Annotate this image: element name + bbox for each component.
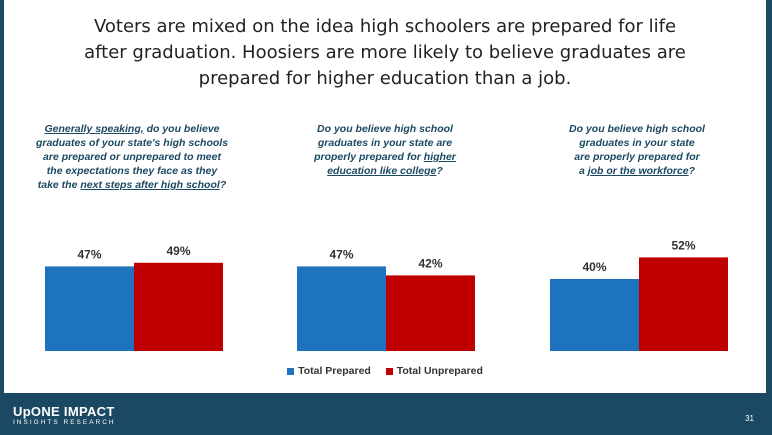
question-line: graduates in your state are <box>280 136 490 150</box>
question-text-segment: ? <box>436 165 443 177</box>
bar-prepared-next-steps <box>45 266 134 351</box>
legend-swatch-unprepared <box>385 367 393 375</box>
data-label-unprepared-job-workforce: 52% <box>671 238 695 252</box>
data-label-unprepared-next-steps: 49% <box>166 244 190 258</box>
question-text-segment: the expectations they face as they <box>46 165 218 177</box>
company-logo: UpONE IMPACT INSIGHTS RESEARCH <box>13 405 116 427</box>
question-text-segment: take the <box>37 179 81 191</box>
question-text-segment: next steps after high school <box>80 179 220 191</box>
slide-headline: Voters are mixed on the idea high school… <box>4 14 766 92</box>
question-text-segment: Do you believe high school <box>569 123 705 135</box>
question-line: Do you believe high school <box>280 122 490 136</box>
data-label-prepared-higher-education: 47% <box>329 247 353 261</box>
headline-line-3: prepared for higher education than a job… <box>198 68 572 89</box>
question-line: are prepared or unprepared to meet <box>22 150 242 164</box>
data-label-unprepared-higher-education: 42% <box>418 256 442 270</box>
legend-item-unprepared: Total Unprepared <box>385 365 483 377</box>
question-text-segment: graduates in your state are <box>317 137 453 149</box>
bar-unprepared-next-steps <box>134 262 223 351</box>
question-line: graduates in your state <box>532 136 742 150</box>
question-text-segment: are properly prepared for <box>574 151 700 163</box>
legend-item-prepared: Total Prepared <box>287 365 371 377</box>
legend-swatch-prepared <box>287 367 295 375</box>
question-text-segment: a <box>578 165 588 177</box>
question-text-segment: graduates of your state's high schools <box>35 137 229 149</box>
logo-sub-text: INSIGHTS RESEARCH <box>13 419 116 426</box>
question-line: Do you believe high school <box>532 122 742 136</box>
question-text-segment: education like college <box>327 165 437 177</box>
bar-prepared-higher-education <box>297 266 386 351</box>
question-text-segment: do you believe <box>143 123 220 135</box>
question-text-segment: ? <box>688 165 696 177</box>
question-job-workforce: Do you believe high school graduates in y… <box>532 122 742 178</box>
bar-unprepared-higher-education <box>386 275 475 351</box>
question-text-segment: ? <box>219 179 227 191</box>
question-next-steps: Generally speaking, do you believe gradua… <box>22 122 242 192</box>
question-text-segment: Do you believe high school <box>317 123 453 135</box>
data-label-prepared-next-steps: 47% <box>77 247 101 261</box>
logo-main-text: UpONE IMPACT <box>13 404 115 419</box>
question-line: education like college? <box>280 164 490 178</box>
page-number: 31 <box>745 414 754 423</box>
headline-line-1: Voters are mixed on the idea high school… <box>93 16 677 37</box>
question-text-segment: properly prepared for <box>314 151 424 163</box>
slide-body: Voters are mixed on the idea high school… <box>4 0 766 393</box>
question-line: properly prepared for higher <box>280 150 490 164</box>
question-text-segment: job or the workforce <box>587 165 689 177</box>
bar-unprepared-job-workforce <box>639 257 728 351</box>
bar-prepared-job-workforce <box>550 279 639 351</box>
question-line: the expectations they face as they <box>22 164 242 178</box>
legend-label-prepared: Total Prepared <box>298 365 371 377</box>
chart-legend: Total Prepared Total Unprepared <box>4 365 766 378</box>
question-line: Generally speaking, do you believe <box>22 122 242 136</box>
question-line: are properly prepared for <box>532 150 742 164</box>
legend-label-unprepared: Total Unprepared <box>396 365 483 377</box>
question-text-segment: higher <box>423 151 456 163</box>
bar-chart: 47% 49% 47% 42% 40% 52% <box>45 238 728 351</box>
data-label-prepared-job-workforce: 40% <box>582 260 606 274</box>
headline-line-2: after graduation. Hoosiers are more like… <box>84 42 686 63</box>
question-text-segment: graduates in your state <box>579 137 695 149</box>
question-line: graduates of your state's high schools <box>22 136 242 150</box>
question-text-segment: are prepared or unprepared to meet <box>43 151 221 163</box>
question-line: a job or the workforce? <box>532 164 742 178</box>
question-line: take the next steps after high school? <box>22 178 242 192</box>
question-text-segment: Generally speaking, <box>44 123 144 135</box>
question-higher-education: Do you believe high school graduates in y… <box>280 122 490 178</box>
